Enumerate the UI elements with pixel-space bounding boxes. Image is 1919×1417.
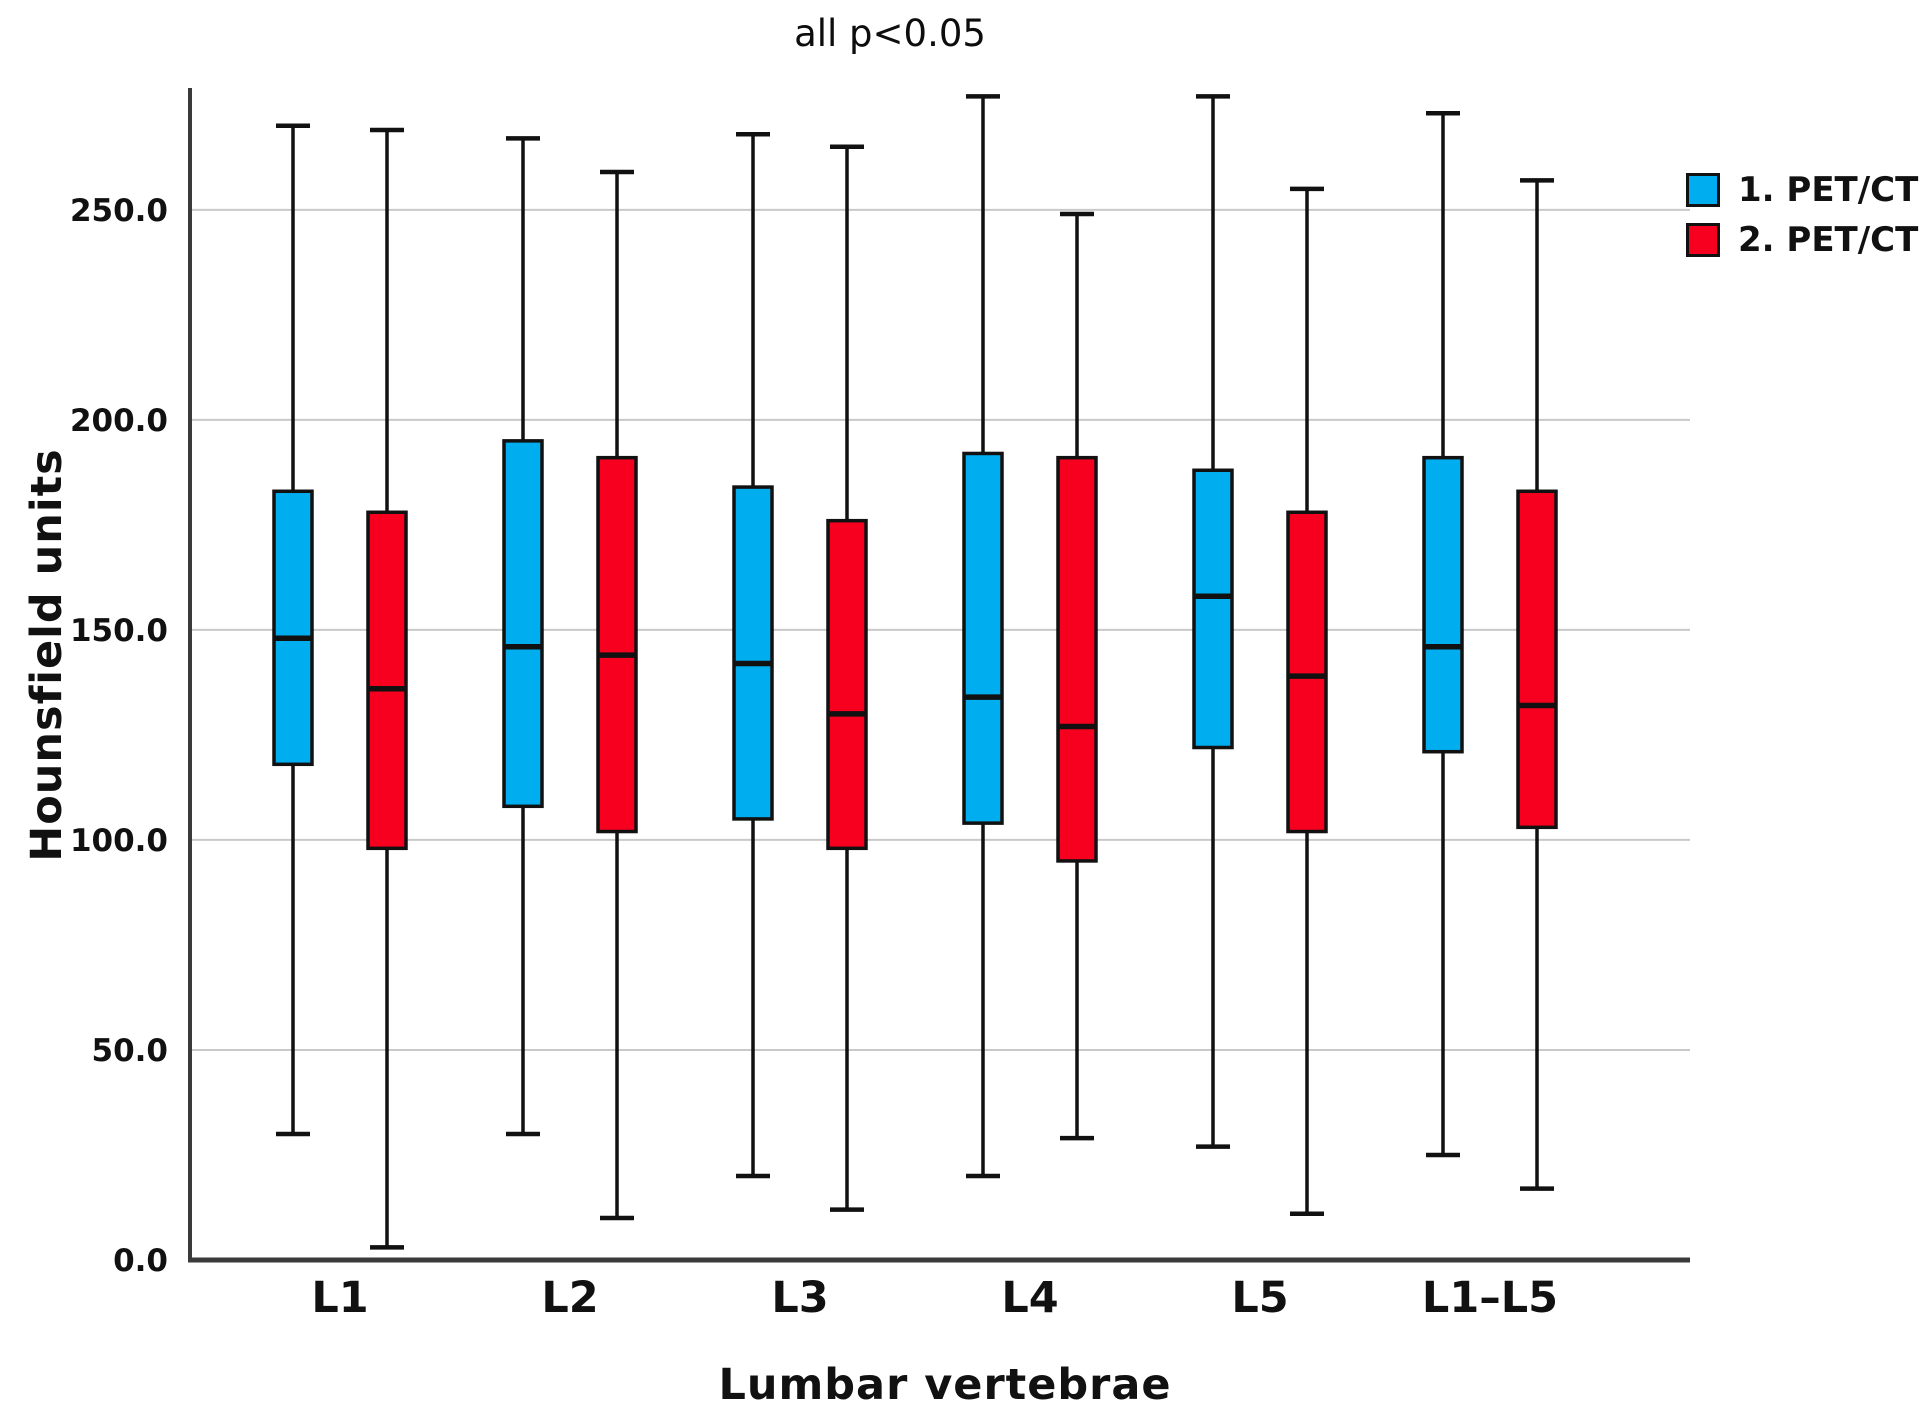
y-tick-label-100.0: 100.0 (70, 823, 168, 859)
x-axis-title: Lumbar vertebrae (718, 1360, 1172, 1410)
box-L5-series1 (1192, 468, 1234, 750)
x-tick-label-L2: L2 (541, 1273, 598, 1323)
x-tick-label-L1: L1 (311, 1273, 368, 1323)
box-L4-series1 (962, 451, 1004, 825)
legend-label-pet1: 1. PET/CT (1738, 170, 1919, 210)
box-L1–L5-series1 (1422, 455, 1464, 754)
y-tick-label-50.0: 50.0 (92, 1033, 169, 1069)
box-L3-series1 (732, 485, 774, 821)
y-tick-label-0.0: 0.0 (113, 1243, 168, 1279)
legend-item-pet1: 1. PET/CT (1686, 170, 1918, 210)
legend-label-pet2: 2. PET/CT (1738, 220, 1919, 260)
chart-title: all p<0.05 (794, 12, 986, 55)
box-L2-series1 (502, 439, 544, 809)
x-tick-label-L5: L5 (1231, 1273, 1288, 1323)
y-tick-label-250.0: 250.0 (70, 193, 168, 229)
x-tick-label-L3: L3 (771, 1273, 828, 1323)
box-L2-series2 (596, 455, 638, 834)
box-L5-series2 (1286, 510, 1328, 834)
x-tick-label-L4: L4 (1001, 1273, 1058, 1323)
y-tick-label-200.0: 200.0 (70, 403, 168, 439)
legend-swatch-pet1-icon (1686, 173, 1720, 207)
box-L1-series2 (366, 510, 408, 851)
legend: 1. PET/CT 2. PET/CT (1686, 170, 1918, 260)
box-L1-series1 (272, 489, 314, 767)
x-tick-label-L1–L5: L1–L5 (1422, 1273, 1558, 1323)
box-L1–L5-series2 (1516, 489, 1558, 830)
y-tick-label-150.0: 150.0 (70, 613, 168, 649)
box-L3-series2 (826, 518, 868, 851)
legend-item-pet2: 2. PET/CT (1686, 220, 1918, 260)
box-L4-series2 (1056, 455, 1098, 863)
legend-swatch-pet2-icon (1686, 223, 1720, 257)
